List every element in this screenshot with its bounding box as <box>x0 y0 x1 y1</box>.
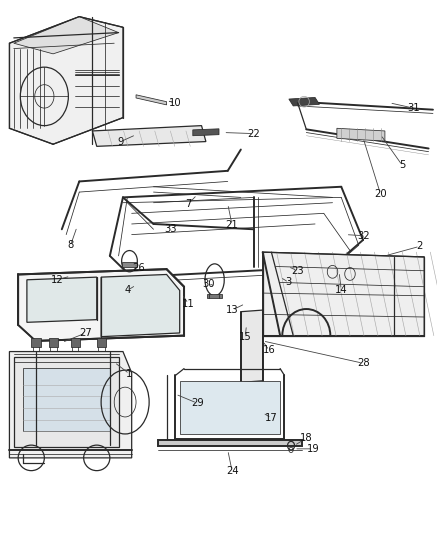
Polygon shape <box>71 338 80 348</box>
Text: 22: 22 <box>247 128 260 139</box>
Polygon shape <box>92 126 206 147</box>
Text: 26: 26 <box>132 263 145 272</box>
Text: 20: 20 <box>374 189 387 199</box>
Polygon shape <box>31 338 41 348</box>
Bar <box>22 368 110 431</box>
Text: 17: 17 <box>265 413 278 423</box>
Text: 5: 5 <box>399 160 406 171</box>
Polygon shape <box>49 338 58 348</box>
Text: 19: 19 <box>307 444 319 454</box>
Polygon shape <box>136 95 166 105</box>
Text: 18: 18 <box>300 433 313 443</box>
Polygon shape <box>10 352 132 458</box>
Text: 2: 2 <box>417 241 423 251</box>
Text: 12: 12 <box>51 275 64 285</box>
Polygon shape <box>27 277 97 322</box>
Text: 15: 15 <box>239 332 251 342</box>
Bar <box>180 381 280 434</box>
Text: 16: 16 <box>263 345 276 356</box>
Bar <box>158 440 302 446</box>
Bar <box>14 357 119 447</box>
Text: 23: 23 <box>291 266 304 276</box>
Polygon shape <box>241 310 263 382</box>
Text: 7: 7 <box>185 199 191 209</box>
Text: 14: 14 <box>335 285 348 295</box>
Text: 28: 28 <box>357 358 369 368</box>
Text: 11: 11 <box>182 298 195 309</box>
Text: 29: 29 <box>191 398 204 408</box>
Polygon shape <box>289 98 319 106</box>
Polygon shape <box>101 274 180 337</box>
Text: 27: 27 <box>79 328 92 338</box>
Polygon shape <box>337 128 385 141</box>
Polygon shape <box>193 129 219 136</box>
Text: 21: 21 <box>226 220 238 230</box>
Polygon shape <box>263 252 424 336</box>
Text: 10: 10 <box>169 98 182 108</box>
Text: 33: 33 <box>165 224 177 235</box>
Text: 24: 24 <box>226 466 238 476</box>
Polygon shape <box>18 269 184 341</box>
Polygon shape <box>122 262 137 266</box>
Text: 30: 30 <box>202 279 214 288</box>
Polygon shape <box>207 294 223 298</box>
Text: 32: 32 <box>357 231 369 241</box>
Text: 13: 13 <box>226 305 238 315</box>
Polygon shape <box>97 338 106 348</box>
Text: 3: 3 <box>286 278 292 287</box>
Polygon shape <box>14 17 119 54</box>
Polygon shape <box>10 17 123 144</box>
Text: 31: 31 <box>407 103 420 113</box>
Text: 4: 4 <box>124 286 131 295</box>
Text: 9: 9 <box>117 136 124 147</box>
Text: 1: 1 <box>126 369 133 379</box>
Text: 8: 8 <box>67 240 74 250</box>
